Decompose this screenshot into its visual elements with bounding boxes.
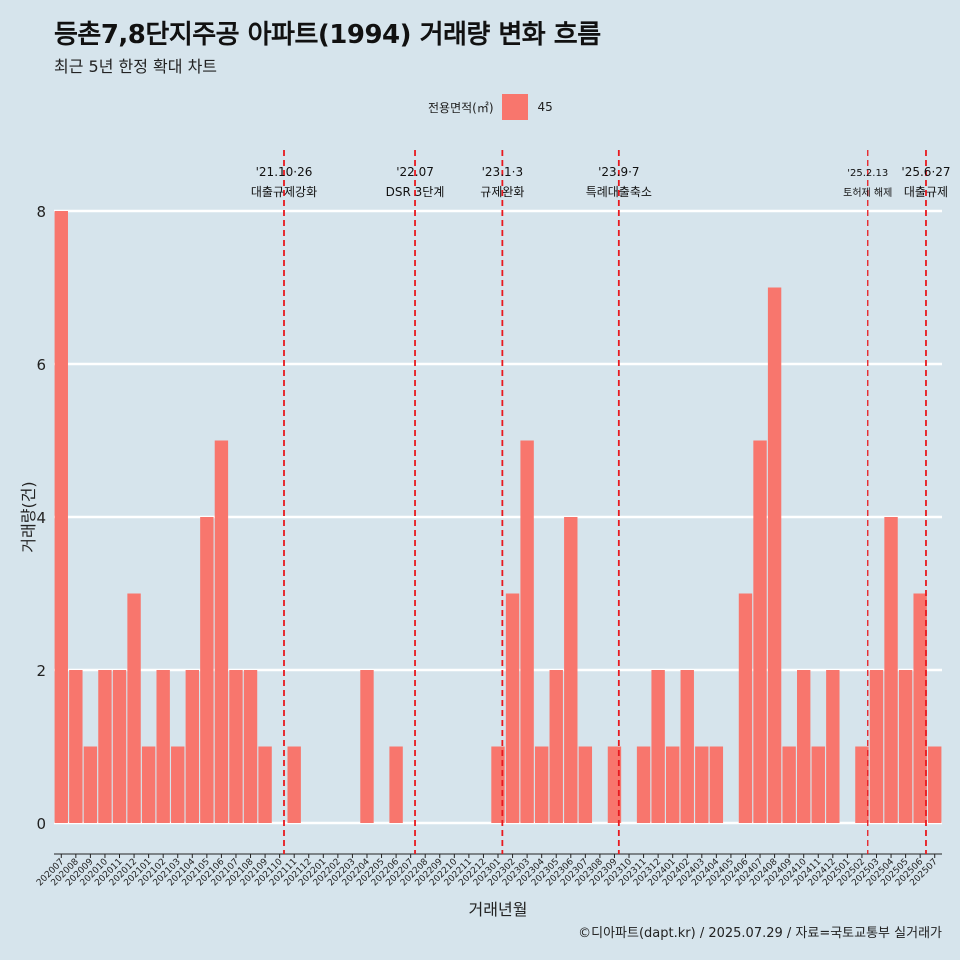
y-tick-label: 0 [36,815,46,833]
event-date-label: '23.1·3 [482,165,523,179]
bar [156,670,170,823]
bar [564,517,578,823]
y-tick-label: 2 [36,662,46,680]
bar [578,746,593,823]
bar [112,670,127,823]
event-label: 규제완화 [480,185,524,199]
bar [520,440,534,823]
bar [753,440,767,823]
bar [695,746,709,823]
bar [928,746,942,823]
bar [54,211,68,823]
bar [811,746,825,823]
bar [243,670,258,823]
y-tick-label: 4 [36,509,46,527]
bar [913,593,927,823]
legend-label: 45 [537,100,553,114]
y-tick-label: 6 [36,356,46,374]
event-label: 대출규제 [904,185,948,199]
event-label: 특례대출축소 [586,185,652,199]
event-date-label: '22.07 [396,165,434,179]
event-date-label: '25.2.13 [847,168,888,179]
y-tick-label: 8 [36,203,46,221]
bar [636,746,651,823]
bar [869,670,884,823]
bar [98,670,112,823]
bar [505,593,520,823]
event-date-label: '21.10·26 [256,165,313,179]
bar [214,440,229,823]
legend-swatch [501,94,528,120]
bar [141,746,156,823]
bar [200,517,214,823]
bar [171,746,185,823]
bar [651,670,665,823]
legend: 전용면적(㎡) 45 [428,94,553,120]
bar [607,746,622,823]
bar [884,517,898,823]
event-label: 토허제 해제 [843,186,892,199]
bar [709,746,724,823]
chart-subtitle: 최근 5년 한정 확대 차트 [54,57,218,76]
event-label: DSR 3단계 [386,185,445,199]
bar [127,593,141,823]
bar [767,287,782,823]
bar [665,746,680,823]
bar [258,746,272,823]
bar [797,670,811,823]
event-date-label: '25.6·27 [901,165,950,179]
bar [360,670,374,823]
event-date-label: '23.9·7 [598,165,639,179]
bar [69,670,83,823]
bar [549,670,563,823]
bar [855,746,869,823]
x-axis-title: 거래년월 [469,900,528,919]
bar [185,670,199,823]
bar [229,670,243,823]
bar [826,670,840,823]
bar [680,670,694,823]
y-axis-title: 거래량(건) [19,481,38,552]
bar [389,746,403,823]
bar [534,746,549,823]
chart-title: 등촌7,8단지주공 아파트(1994) 거래량 변화 흐름 [54,20,601,50]
event-label: 대출규제강화 [251,185,317,199]
bar [491,746,505,823]
bar [287,746,301,823]
legend-title: 전용면적(㎡) [428,100,494,115]
bar [738,593,753,823]
bar [782,746,796,823]
bar [898,670,913,823]
source-caption: ©디아파트(dapt.kr) / 2025.07.29 / 자료=국토교통부 실… [578,926,942,941]
bar [83,746,98,823]
